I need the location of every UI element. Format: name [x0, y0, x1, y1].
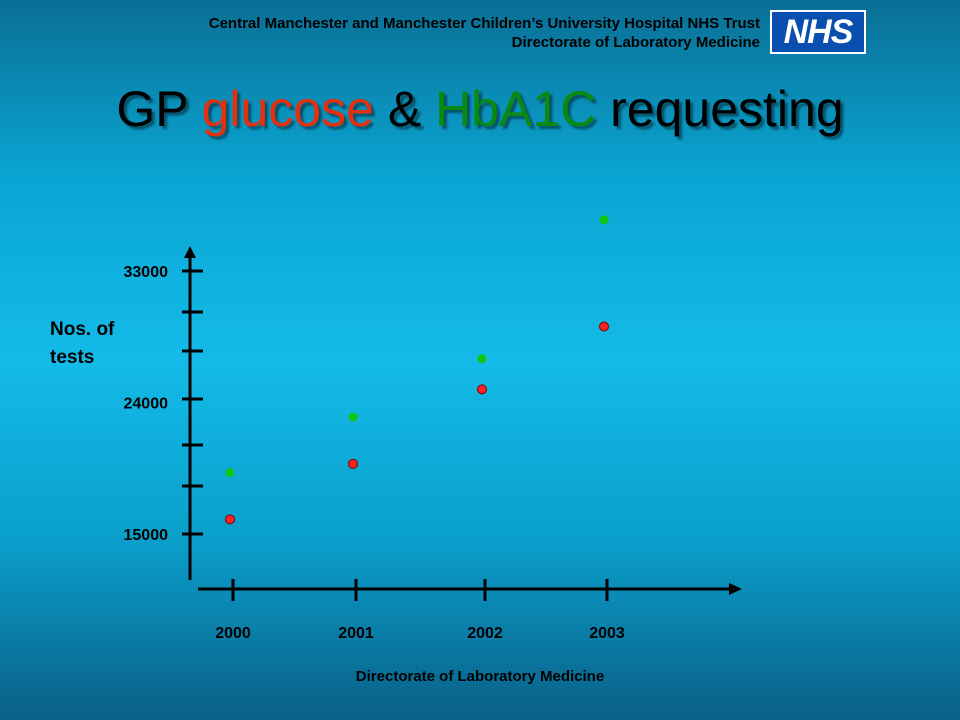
glucose-point-2003 — [599, 321, 609, 332]
nhs-logo-text: NHS — [772, 12, 864, 52]
hba1c-point-2001 — [348, 412, 358, 422]
nhs-logo: NHS — [770, 10, 866, 54]
header-directorate: Directorate of Laboratory Medicine — [511, 34, 760, 51]
title-prefix: GP — [116, 81, 202, 137]
title-hba1c: HbA1C — [435, 81, 597, 137]
x-tick-label-2002: 2002 — [467, 625, 503, 642]
glucose-point-2000 — [225, 514, 235, 525]
glucose-point-2001 — [348, 458, 358, 469]
y-tick-label-15000: 15000 — [124, 527, 169, 544]
y-axis-arrow — [184, 246, 196, 258]
x-axis-arrow — [729, 583, 742, 595]
footer-text: Directorate of Laboratory Medicine — [355, 668, 605, 685]
title-glucose: glucose — [201, 81, 374, 137]
glucose-point-2002 — [477, 384, 487, 395]
title-suffix: requesting — [596, 81, 844, 137]
y-tick-label-24000: 24000 — [124, 396, 169, 413]
x-tick-label-2001: 2001 — [338, 625, 374, 642]
hba1c-point-2000 — [225, 468, 235, 478]
x-tick-label-2003: 2003 — [589, 625, 625, 642]
hba1c-point-2002 — [477, 354, 487, 364]
header-trust-name: Central Manchester and Manchester Childr… — [208, 15, 760, 32]
header-text: Central Manchester and Manchester Childr… — [209, 14, 760, 52]
title-amp: & — [373, 81, 436, 137]
y-axis-label: Nos. of tests — [50, 319, 115, 368]
page-title: GP glucose & HbA1C requesting — [0, 80, 960, 138]
hba1c-point-2003 — [599, 215, 609, 225]
x-tick-label-2000: 2000 — [215, 625, 251, 642]
y-tick-label-33000: 33000 — [124, 264, 169, 281]
